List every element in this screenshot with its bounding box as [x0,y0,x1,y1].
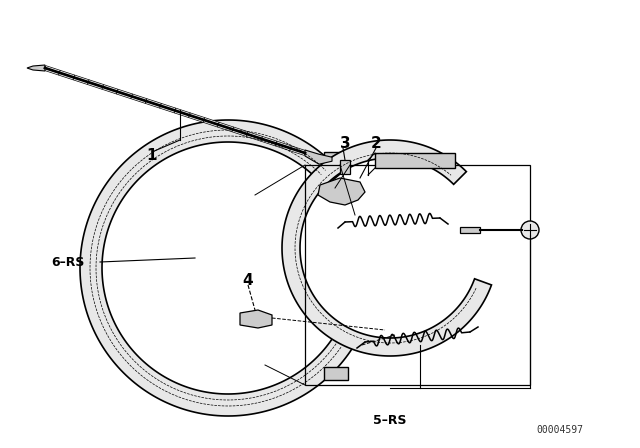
Text: 5–RS: 5–RS [373,414,407,426]
Text: 1: 1 [147,147,157,163]
Polygon shape [261,137,277,146]
Text: 2: 2 [371,135,381,151]
Polygon shape [282,140,492,356]
Polygon shape [73,75,89,85]
Polygon shape [189,113,205,122]
Polygon shape [305,150,332,164]
Polygon shape [246,132,262,141]
Polygon shape [116,89,132,99]
Circle shape [521,221,539,239]
Polygon shape [318,178,365,205]
Polygon shape [218,122,234,132]
Polygon shape [160,103,176,113]
Text: 6–RS: 6–RS [51,255,84,268]
Polygon shape [290,146,306,155]
Text: 4: 4 [243,272,253,288]
Polygon shape [275,141,291,151]
Polygon shape [27,65,45,71]
Polygon shape [340,160,350,174]
Polygon shape [59,70,75,80]
Polygon shape [80,120,356,416]
Polygon shape [375,153,455,168]
Polygon shape [232,127,248,137]
Polygon shape [203,117,219,127]
Polygon shape [324,152,346,166]
Polygon shape [240,310,272,328]
Polygon shape [44,65,60,75]
Polygon shape [131,94,147,103]
Polygon shape [102,85,118,94]
Polygon shape [145,99,161,108]
Text: 3: 3 [340,135,350,151]
Polygon shape [460,227,480,233]
Text: 00004597: 00004597 [536,425,584,435]
Polygon shape [324,366,348,379]
Polygon shape [88,80,104,89]
Polygon shape [174,108,190,117]
